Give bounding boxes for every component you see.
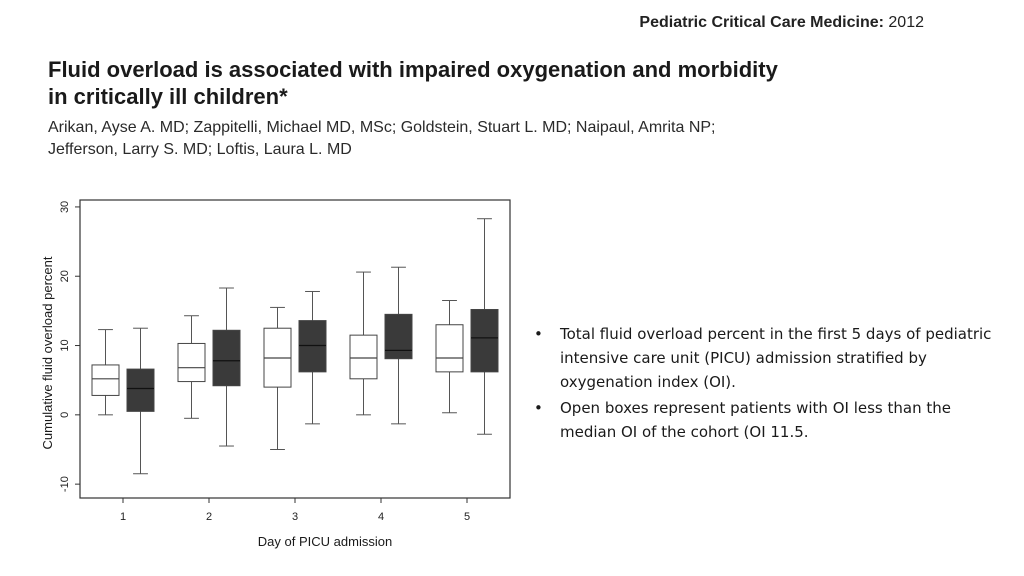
y-tick-label: 0 xyxy=(59,412,71,418)
bullet-marker: • xyxy=(534,325,543,343)
author-list: Arikan, Ayse A. MD; Zappitelli, Michael … xyxy=(48,117,908,161)
x-tick-label: 4 xyxy=(378,511,384,523)
title-line-1: Fluid overload is associated with impair… xyxy=(48,57,778,82)
bullet-text-2: Open boxes represent patients with OI le… xyxy=(560,399,951,441)
x-tick-label: 1 xyxy=(120,511,126,523)
journal-citation: Pediatric Critical Care Medicine: 2012 xyxy=(639,14,924,32)
y-tick-label: 20 xyxy=(59,270,71,282)
x-axis-label: Day of PICU admission xyxy=(258,534,392,549)
x-tick-label: 5 xyxy=(464,511,470,523)
bullet-text-1: Total fluid overload percent in the firs… xyxy=(560,325,992,391)
filled-box xyxy=(470,308,499,373)
filled-box xyxy=(384,313,413,360)
journal-name: Pediatric Critical Care Medicine: xyxy=(639,14,884,31)
title-line-2: in critically ill children* xyxy=(48,84,288,109)
y-tick-label: 10 xyxy=(59,339,71,351)
open-box xyxy=(435,324,464,373)
boxplot-chart: -10 0 10 20 30 1 2 3 4 5 Day of PICU admission Cumu… xyxy=(40,199,511,549)
open-box xyxy=(349,334,378,380)
y-tick-label: 30 xyxy=(59,201,71,213)
filled-box xyxy=(126,368,155,412)
x-tick-label: 3 xyxy=(292,511,298,523)
bullet-item-1: • Total fluid overload percent in the fir… xyxy=(534,322,1004,394)
x-tick-label: 2 xyxy=(206,511,212,523)
article-title: Fluid overload is associated with impair… xyxy=(48,56,948,110)
bullet-list: • Total fluid overload percent in the fir… xyxy=(534,322,1004,446)
bullet-item-2: • Open boxes represent patients with OI l… xyxy=(534,396,1004,444)
y-axis-label: Cumulative fluid overload percent xyxy=(40,256,55,449)
open-box xyxy=(177,342,206,383)
authors-line-1: Arikan, Ayse A. MD; Zappitelli, Michael … xyxy=(48,119,716,136)
journal-year: 2012 xyxy=(888,14,924,31)
bullet-marker: • xyxy=(534,399,543,417)
authors-line-2: Jefferson, Larry S. MD; Loftis, Laura L.… xyxy=(48,141,352,158)
y-tick-label: -10 xyxy=(59,476,71,492)
open-box xyxy=(91,364,120,396)
filled-box xyxy=(212,329,241,387)
filled-box xyxy=(298,320,327,373)
